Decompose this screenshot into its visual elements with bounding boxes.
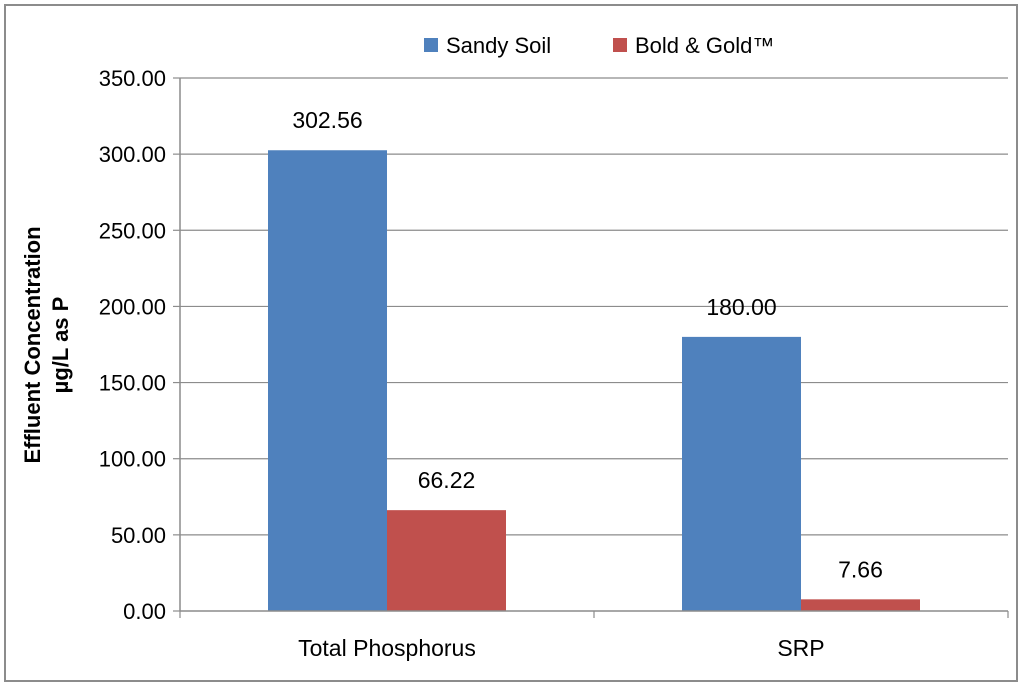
bar-sandy-soil-0 [268,150,387,612]
legend-swatch [613,38,627,52]
bar-bold-and-gold-1 [801,599,920,611]
x-axis: Total Phosphorus SRP [179,610,1009,661]
bars [268,150,920,612]
data-label: 302.56 [292,107,362,133]
data-label: 180.00 [706,294,776,320]
y-tick-label: 300.00 [99,142,166,167]
legend-swatch [424,38,438,52]
data-label: 66.22 [418,467,476,493]
y-axis-title-line1: Effluent Concentration [20,226,45,463]
y-tick-label: 250.00 [99,218,166,243]
y-tick-label: 200.00 [99,294,166,319]
y-tick-label: 150.00 [99,371,166,396]
x-category-label: SRP [777,635,824,661]
y-tick-label: 50.00 [111,523,166,548]
legend-label: Bold & Gold™ [635,33,774,58]
y-tick-label: 0.00 [123,599,166,624]
data-label: 7.66 [838,556,883,582]
legend: Sandy Soil Bold & Gold™ [424,33,774,58]
legend-label: Sandy Soil [446,33,551,58]
chart-frame [4,4,1018,682]
bar-bold-and-gold-0 [387,510,506,611]
y-tick-label: 350.00 [99,66,166,91]
y-tick-label: 100.00 [99,447,166,472]
x-category-label: Total Phosphorus [298,635,476,661]
data-labels: 302.56 66.22 180.00 7.66 [292,107,883,582]
y-axis: 0.00 50.00 100.00 150.00 200.00 250.00 300.00 3… [99,66,181,624]
y-axis-title-line2: µg/L as P [48,297,73,394]
bar-sandy-soil-1 [682,336,801,611]
